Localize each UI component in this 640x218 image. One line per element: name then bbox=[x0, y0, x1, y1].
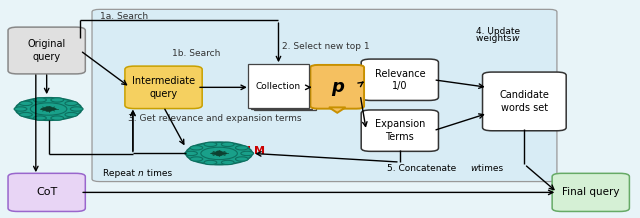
Circle shape bbox=[190, 157, 203, 161]
FancyBboxPatch shape bbox=[361, 59, 438, 100]
FancyBboxPatch shape bbox=[248, 65, 309, 108]
Circle shape bbox=[241, 151, 253, 156]
FancyBboxPatch shape bbox=[125, 66, 202, 109]
Text: 5. Concatenate: 5. Concatenate bbox=[387, 164, 459, 173]
Circle shape bbox=[19, 101, 32, 106]
Circle shape bbox=[216, 151, 222, 153]
FancyBboxPatch shape bbox=[361, 110, 438, 151]
Circle shape bbox=[15, 98, 82, 120]
Circle shape bbox=[216, 152, 222, 155]
FancyBboxPatch shape bbox=[251, 66, 312, 109]
Circle shape bbox=[19, 112, 32, 117]
Circle shape bbox=[221, 142, 234, 146]
Text: times: times bbox=[474, 164, 502, 173]
Text: w: w bbox=[511, 34, 519, 43]
FancyBboxPatch shape bbox=[310, 65, 364, 109]
Circle shape bbox=[51, 98, 63, 102]
FancyBboxPatch shape bbox=[483, 72, 566, 131]
Text: Collection: Collection bbox=[256, 82, 301, 91]
Circle shape bbox=[70, 107, 83, 111]
Text: n: n bbox=[138, 169, 144, 179]
Text: Expansion
Terms: Expansion Terms bbox=[374, 119, 425, 142]
Circle shape bbox=[236, 157, 248, 161]
Circle shape bbox=[65, 112, 77, 117]
Text: 4. Update: 4. Update bbox=[476, 27, 520, 36]
Circle shape bbox=[50, 108, 56, 110]
Circle shape bbox=[14, 107, 27, 111]
Circle shape bbox=[216, 154, 222, 156]
Text: Intermediate
query: Intermediate query bbox=[132, 76, 195, 99]
Circle shape bbox=[236, 146, 248, 150]
Circle shape bbox=[41, 108, 47, 110]
Circle shape bbox=[220, 152, 227, 155]
Circle shape bbox=[190, 146, 203, 150]
Circle shape bbox=[65, 101, 77, 106]
Circle shape bbox=[186, 142, 252, 165]
FancyBboxPatch shape bbox=[8, 173, 85, 211]
Circle shape bbox=[51, 116, 63, 120]
Text: Final query: Final query bbox=[562, 187, 620, 197]
Circle shape bbox=[184, 151, 197, 156]
Text: 1a. Search: 1a. Search bbox=[100, 12, 148, 21]
Circle shape bbox=[221, 160, 234, 165]
Circle shape bbox=[33, 98, 46, 102]
Text: times: times bbox=[144, 169, 172, 179]
FancyBboxPatch shape bbox=[8, 27, 85, 74]
Circle shape bbox=[45, 106, 52, 109]
Circle shape bbox=[204, 160, 217, 165]
Text: Relevance
1/0: Relevance 1/0 bbox=[374, 68, 425, 91]
Circle shape bbox=[45, 108, 52, 110]
Circle shape bbox=[30, 103, 67, 115]
Text: LLM: LLM bbox=[240, 146, 265, 156]
Circle shape bbox=[45, 109, 52, 112]
Text: weights: weights bbox=[476, 34, 515, 43]
Text: 3. Get relevance and expansion terms: 3. Get relevance and expansion terms bbox=[129, 114, 302, 123]
FancyBboxPatch shape bbox=[552, 173, 629, 211]
Circle shape bbox=[201, 147, 237, 160]
Text: 1b. Search: 1b. Search bbox=[172, 49, 220, 58]
Text: Repeat: Repeat bbox=[103, 169, 138, 179]
Circle shape bbox=[33, 116, 46, 120]
Circle shape bbox=[211, 152, 218, 155]
FancyBboxPatch shape bbox=[254, 67, 316, 110]
Text: w: w bbox=[470, 164, 477, 173]
Text: Original
query: Original query bbox=[28, 39, 66, 62]
Text: p: p bbox=[331, 78, 344, 96]
Text: 2. Select new top 1: 2. Select new top 1 bbox=[282, 42, 369, 51]
Polygon shape bbox=[329, 107, 346, 113]
Text: Candidate
words set: Candidate words set bbox=[499, 90, 549, 113]
Circle shape bbox=[204, 142, 217, 146]
FancyBboxPatch shape bbox=[92, 9, 557, 182]
Text: CoT: CoT bbox=[36, 187, 58, 197]
